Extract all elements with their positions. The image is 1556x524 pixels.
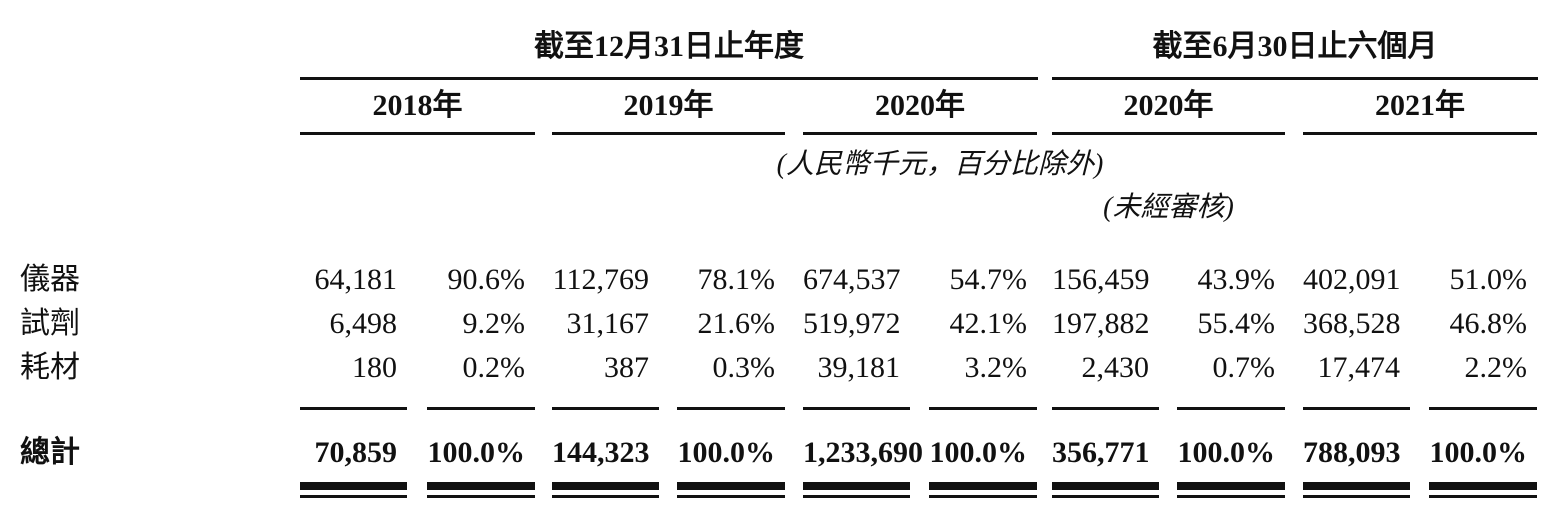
cell-consumables-2021h1-pct: 2.2% (1464, 351, 1528, 384)
cell-total-2020h1-pct: 100.0% (1177, 436, 1276, 469)
total-double-rule-thin (1429, 495, 1537, 498)
total-double-rule-thin (677, 495, 785, 498)
cell-consumables-2021h1-value: 17,474 (1317, 351, 1401, 384)
cell-total-2021h1-pct: 100.0% (1429, 436, 1528, 469)
column-group-header-fiscal-year: 截至12月31日止年度 (534, 30, 804, 63)
cell-instruments-2020h1-value: 156,459 (1052, 263, 1150, 296)
total-double-rule-thick (677, 482, 785, 490)
group-header-rule-six-months (1052, 77, 1538, 80)
cell-reagents-2020h1-pct: 55.4% (1197, 307, 1276, 340)
cell-total-2020h1-value: 356,771 (1052, 436, 1150, 469)
total-double-rule-thick (1429, 482, 1537, 490)
year-header-rule-2020-fy (803, 132, 1037, 135)
note-currency-unit: (人民幣千元，百分比除外) (776, 149, 1104, 180)
column-header-2020-fy: 2020年 (875, 89, 965, 122)
pretotal-rule (929, 407, 1037, 410)
year-header-rule-2019 (552, 132, 785, 135)
cell-reagents-2020fy-pct: 42.1% (949, 307, 1028, 340)
cell-total-2018-value: 70,859 (314, 436, 398, 469)
total-double-rule-thin (1177, 495, 1285, 498)
cell-instruments-2020h1-pct: 43.9% (1197, 263, 1276, 296)
cell-instruments-2020fy-value: 674,537 (803, 263, 901, 296)
cell-total-2019-pct: 100.0% (677, 436, 776, 469)
total-double-rule-thick (427, 482, 535, 490)
cell-consumables-2019-pct: 0.3% (712, 351, 776, 384)
pretotal-rule (803, 407, 910, 410)
row-label-reagents: 試劑 (20, 307, 80, 340)
cell-total-2020fy-value: 1,233,690 (803, 436, 923, 469)
cell-reagents-2018-value: 6,498 (329, 307, 398, 340)
total-double-rule-thick (803, 482, 910, 490)
total-double-rule-thick (1052, 482, 1159, 490)
cell-reagents-2020fy-value: 519,972 (803, 307, 901, 340)
cell-consumables-2020h1-value: 2,430 (1081, 351, 1150, 384)
total-double-rule-thin (1303, 495, 1410, 498)
total-double-rule-thick (929, 482, 1037, 490)
cell-instruments-2018-value: 64,181 (314, 263, 398, 296)
cell-reagents-2021h1-pct: 46.8% (1449, 307, 1528, 340)
cell-total-2018-pct: 100.0% (427, 436, 526, 469)
column-header-2019: 2019年 (623, 89, 714, 122)
cell-instruments-2019-pct: 78.1% (697, 263, 776, 296)
total-double-rule-thin (427, 495, 535, 498)
pretotal-rule (1429, 407, 1537, 410)
cell-reagents-2019-pct: 21.6% (697, 307, 776, 340)
cell-reagents-2020h1-value: 197,882 (1052, 307, 1150, 340)
pretotal-rule (1052, 407, 1159, 410)
total-double-rule-thick (552, 482, 659, 490)
cell-total-2019-value: 144,323 (552, 436, 650, 469)
year-header-rule-2018 (300, 132, 535, 135)
cell-consumables-2020h1-pct: 0.7% (1212, 351, 1276, 384)
cell-consumables-2018-value: 180 (352, 351, 397, 384)
total-double-rule-thin (803, 495, 910, 498)
cell-consumables-2020fy-pct: 3.2% (964, 351, 1028, 384)
cell-consumables-2018-pct: 0.2% (462, 351, 526, 384)
cell-reagents-2021h1-value: 368,528 (1303, 307, 1401, 340)
total-double-rule-thin (929, 495, 1037, 498)
total-double-rule-thin (552, 495, 659, 498)
column-header-2018: 2018年 (372, 89, 463, 122)
cell-total-2020fy-pct: 100.0% (929, 436, 1028, 469)
pretotal-rule (1303, 407, 1410, 410)
cell-instruments-2019-value: 112,769 (552, 263, 649, 296)
cell-reagents-2019-value: 31,167 (566, 307, 650, 340)
cell-reagents-2018-pct: 9.2% (462, 307, 526, 340)
pretotal-rule (300, 407, 407, 410)
cell-instruments-2018-pct: 90.6% (447, 263, 526, 296)
total-double-rule-thin (300, 495, 407, 498)
year-header-rule-2020-interim (1052, 132, 1285, 135)
cell-consumables-2019-value: 387 (604, 351, 649, 384)
pretotal-rule (1177, 407, 1285, 410)
cell-instruments-2021h1-value: 402,091 (1303, 263, 1401, 296)
total-double-rule-thick (1177, 482, 1285, 490)
group-header-rule-fiscal-year (300, 77, 1038, 80)
pretotal-rule (552, 407, 659, 410)
row-label-total: 總計 (20, 436, 80, 469)
pretotal-rule (677, 407, 785, 410)
cell-consumables-2020fy-value: 39,181 (817, 351, 901, 384)
pretotal-rule (427, 407, 535, 410)
column-header-2021-interim: 2021年 (1375, 89, 1465, 122)
year-header-rule-2021-interim (1303, 132, 1537, 135)
total-double-rule-thin (1052, 495, 1159, 498)
note-unaudited: (未經審核) (1103, 192, 1234, 223)
total-double-rule-thick (1303, 482, 1410, 490)
cell-total-2021h1-value: 788,093 (1303, 436, 1401, 469)
column-header-2020-interim: 2020年 (1123, 89, 1214, 122)
total-double-rule-thick (300, 482, 407, 490)
row-label-consumables: 耗材 (20, 351, 80, 384)
column-group-header-six-months: 截至6月30日止六個月 (1152, 30, 1438, 63)
row-label-instruments: 儀器 (20, 263, 80, 296)
cell-instruments-2021h1-pct: 51.0% (1449, 263, 1528, 296)
cell-instruments-2020fy-pct: 54.7% (949, 263, 1028, 296)
